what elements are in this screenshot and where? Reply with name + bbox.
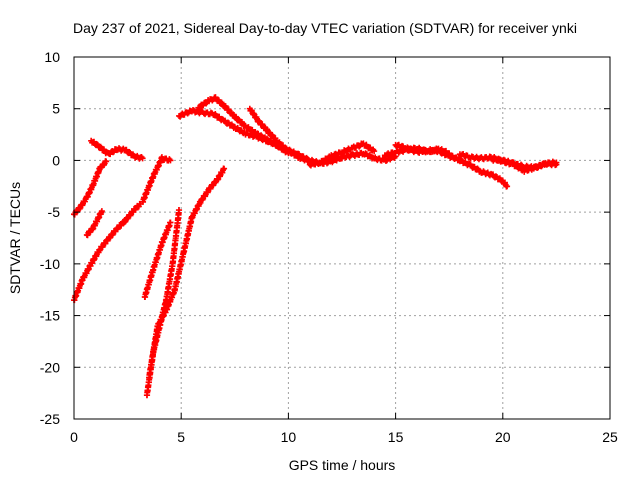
x-tick-label: 0 [70, 429, 78, 445]
series-markers [489, 155, 560, 172]
series-track-16 [446, 152, 511, 190]
axis-ticks: 0 5 10 15 20 25 -25 -20 -15 -10 -5 0 5 10 [40, 49, 618, 445]
y-tick-label: 5 [52, 101, 60, 117]
series-track-3 [83, 208, 105, 239]
series-markers [146, 165, 228, 381]
series-markers [71, 158, 110, 218]
y-axis-label: SDTVAR / TECUs [7, 182, 23, 294]
y-tick-label: -25 [40, 411, 60, 427]
series-track-5 [139, 154, 174, 205]
series-markers [71, 200, 144, 304]
series-markers [83, 208, 105, 239]
chart-title: Day 237 of 2021, Sidereal Day-to-day VTE… [73, 20, 577, 36]
series-track-4 [88, 137, 146, 162]
series-track-2 [71, 200, 144, 304]
series-markers [446, 152, 511, 190]
y-tick-label: -20 [40, 359, 60, 375]
series-track-18 [489, 155, 560, 172]
y-tick-label: 0 [52, 152, 60, 168]
x-tick-label: 25 [602, 429, 618, 445]
grid [74, 57, 610, 419]
x-tick-label: 20 [495, 429, 511, 445]
x-tick-label: 5 [177, 429, 185, 445]
y-tick-label: -15 [40, 308, 60, 324]
y-tick-label: -5 [48, 204, 61, 220]
y-tick-label: 10 [44, 49, 60, 65]
series-track-1 [71, 158, 110, 218]
series-track-13 [306, 140, 378, 169]
series-track-6 [141, 219, 174, 301]
series-track-8 [146, 165, 228, 381]
series-markers [139, 154, 174, 205]
y-tick-label: -10 [40, 256, 60, 272]
series-markers [141, 219, 174, 301]
x-tick-label: 15 [388, 429, 404, 445]
x-axis-label: GPS time / hours [289, 457, 396, 473]
x-tick-label: 10 [281, 429, 297, 445]
series-markers [306, 140, 378, 169]
series-markers [88, 137, 146, 162]
plot-frame [73, 56, 611, 420]
series-layer [71, 94, 560, 399]
